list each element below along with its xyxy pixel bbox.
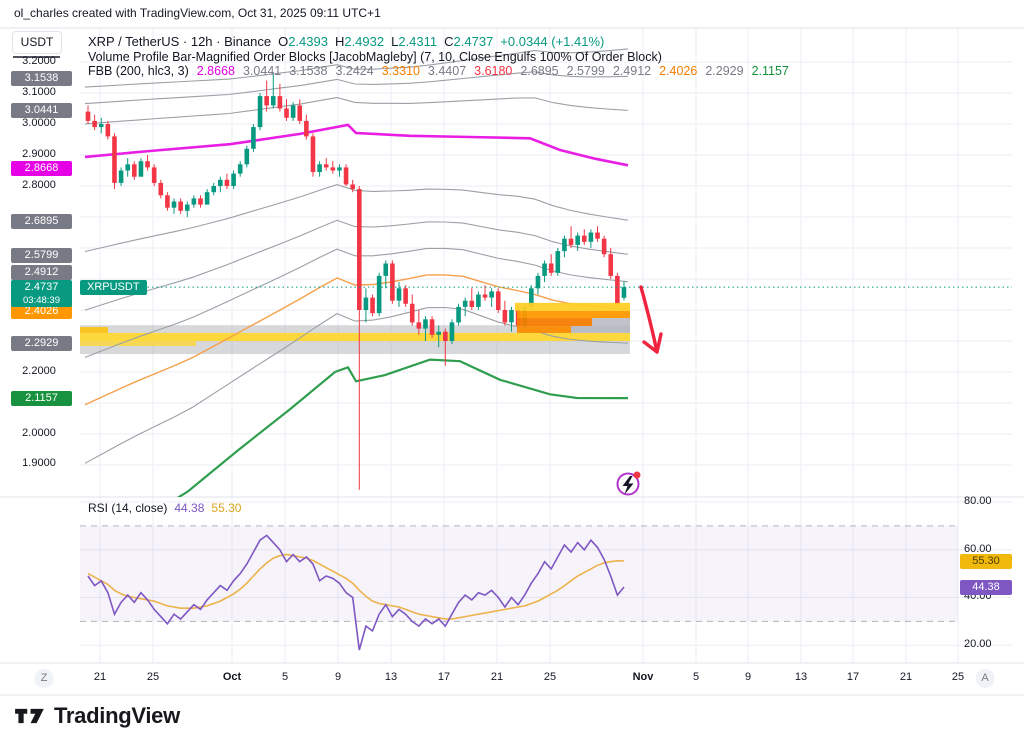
symbol-price-tag: XRPUSDT — [80, 280, 147, 295]
price-axis-label: 3.2000 — [22, 55, 56, 67]
fbb-band-value: 3.4407 — [427, 64, 467, 78]
fbb-band-value: 3.0441 — [242, 64, 282, 78]
fbb-band-value: 3.3310 — [381, 64, 420, 78]
time-axis-label: 13 — [384, 671, 398, 683]
fbb-band-value: 2.1157 — [751, 64, 789, 78]
time-axis-label: 5 — [692, 671, 700, 683]
ohlc-value: 2.4311 — [398, 34, 438, 49]
price-axis-label: 2.8000 — [22, 179, 56, 191]
time-axis-label: Oct — [222, 671, 242, 683]
price-axis-label: 3.1000 — [22, 86, 56, 98]
current-price-badge: 2.4737 03:48:39 — [11, 280, 72, 307]
price-axis-badge: 2.2929 — [11, 336, 72, 351]
fbb-band-value: 3.1538 — [289, 64, 328, 78]
price-axis-badge: 3.0441 — [11, 103, 72, 118]
time-axis-label: 5 — [281, 671, 289, 683]
rsi-axis-label: 60.00 — [964, 543, 992, 555]
rsi-axis-label: 20.00 — [964, 638, 992, 650]
time-axis-label: 9 — [334, 671, 342, 683]
ohlc-key: L — [391, 34, 399, 49]
time-axis-label: 25 — [951, 671, 965, 683]
price-axis-label: 1.9000 — [22, 457, 56, 469]
rsi-axis-badge: 55.30 — [960, 554, 1012, 569]
price-axis-badge: 3.1538 — [11, 71, 72, 86]
time-axis-label: 25 — [146, 671, 160, 683]
ohlc-key: O — [278, 34, 289, 49]
price-axis-badge: 2.6895 — [11, 214, 72, 229]
ohlc-value: 2.4393 — [288, 34, 328, 49]
price-axis-label: 2.9000 — [22, 148, 56, 160]
time-scale-button-z[interactable]: Z — [34, 669, 54, 688]
time-axis-label: 25 — [543, 671, 557, 683]
fbb-band-value: 2.4912 — [612, 64, 652, 78]
time-axis-label: 13 — [794, 671, 808, 683]
rsi-value: 44.38 — [174, 501, 205, 515]
fbb-band-value: 2.8668 — [196, 64, 235, 78]
rsi-axis-badge: 44.38 — [960, 580, 1012, 595]
time-axis-label: 21 — [93, 671, 107, 683]
price-axis-label: 3.0000 — [22, 117, 56, 129]
volume-profile-legend[interactable]: Volume Profile Bar-Magnified Order Block… — [88, 50, 662, 64]
price-scale-separator — [13, 56, 60, 58]
time-axis-label: 9 — [744, 671, 752, 683]
change-value: +0.0344 (+1.41%) — [500, 34, 605, 49]
tradingview-logo-text: TradingView — [54, 703, 180, 728]
time-axis-label: 21 — [490, 671, 504, 683]
rsi-ma-value: 55.30 — [211, 501, 242, 515]
fbb-legend-title: FBB (200, hlc3, 3) — [88, 64, 189, 78]
price-axis-label: 2.0000 — [22, 427, 56, 439]
price-axis-badge: 2.1157 — [11, 391, 72, 406]
symbol-title[interactable]: XRP / TetherUS · 12h · Binance — [88, 34, 272, 49]
rsi-axis-label: 80.00 — [964, 495, 992, 507]
currency-toggle-button[interactable]: USDT — [12, 31, 62, 54]
time-axis-label: Nov — [632, 671, 654, 683]
time-scale-button-a[interactable]: A — [975, 669, 995, 688]
time-axis-label: 17 — [846, 671, 860, 683]
ohlc-value: 2.4932 — [344, 34, 385, 49]
price-axis-badge: 2.8668 — [11, 161, 72, 176]
rsi-legend-title: RSI (14, close) — [88, 501, 168, 515]
ohlc-key: C — [444, 34, 454, 49]
fbb-band-value: 2.5799 — [566, 64, 605, 78]
price-axis-label: 2.2000 — [22, 365, 56, 377]
fbb-band-value: 2.6895 — [520, 64, 559, 78]
time-axis-label: 21 — [899, 671, 913, 683]
ohlc-key: H — [334, 34, 345, 49]
fbb-legend[interactable]: FBB (200, hlc3, 3) 2.8668 3.0441 3.1538 3.24… — [88, 64, 789, 78]
fbb-band-value: 2.2929 — [705, 64, 744, 78]
rsi-legend[interactable]: RSI (14, close) 44.38 55.30 — [88, 501, 241, 515]
fbb-band-value: 3.2424 — [335, 64, 374, 78]
fbb-band-value: 2.4026 — [659, 64, 698, 78]
time-axis-label: 17 — [437, 671, 451, 683]
price-axis-badge: 2.4912 — [11, 265, 72, 280]
tradingview-logo[interactable]: TradingView — [14, 703, 180, 729]
main-legend[interactable]: XRP / TetherUS · 12h · Binance O2.4393 H2.… — [88, 34, 604, 49]
price-axis-badge: 2.5799 — [11, 248, 72, 263]
price-axis-badge: 2.4026 — [11, 304, 72, 319]
ohlc-value: 2.4737 — [453, 34, 494, 49]
tradingview-logo-icon — [15, 708, 44, 724]
fbb-band-value: 3.6180 — [474, 64, 513, 78]
attribution-text: ol_charles created with TradingView.com,… — [14, 6, 381, 20]
